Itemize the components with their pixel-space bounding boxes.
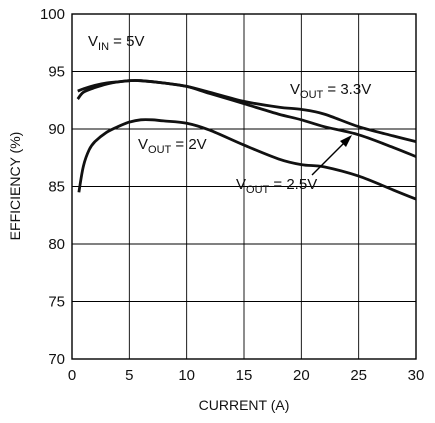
- x-axis-label: CURRENT (A): [199, 397, 290, 413]
- annotation-vout-2v: VOUT = 2V: [138, 136, 207, 156]
- annotation-vin: VIN = 5V: [88, 33, 144, 53]
- y-tick-label: 95: [48, 64, 65, 81]
- x-tick-labels: 0 5 10 15 20 25 30: [68, 367, 425, 384]
- x-tick-label: 10: [178, 367, 195, 384]
- series-line-3: [77, 118, 417, 201]
- y-tick-labels: 70 75 80 85 90 95 100: [40, 6, 65, 368]
- y-tick-label: 75: [48, 294, 65, 311]
- series-line-2: [77, 79, 417, 158]
- y-tick-label: 85: [48, 179, 65, 196]
- annotation-arrow-head: [340, 135, 352, 147]
- x-tick-label: 20: [293, 367, 310, 384]
- y-tick-label: 90: [48, 121, 65, 138]
- series-lines: [76, 79, 417, 201]
- y-tick-label: 70: [48, 351, 65, 368]
- y-tick-label: 100: [40, 6, 65, 23]
- x-tick-label: 0: [68, 367, 76, 384]
- y-axis-label: EFFICIENCY (%): [7, 132, 23, 241]
- x-tick-label: 30: [408, 367, 425, 384]
- x-tick-label: 15: [236, 367, 253, 384]
- y-tick-label: 80: [48, 236, 65, 253]
- annotation-vout-2v5: VOUT = 2.5V: [236, 176, 317, 196]
- annotation-arrow-line: [311, 139, 348, 176]
- x-tick-label: 5: [125, 367, 133, 384]
- plot-frame: [71, 13, 417, 360]
- x-tick-label: 25: [350, 367, 367, 384]
- annotation-vout-3v3: VOUT = 3.3V: [290, 81, 371, 101]
